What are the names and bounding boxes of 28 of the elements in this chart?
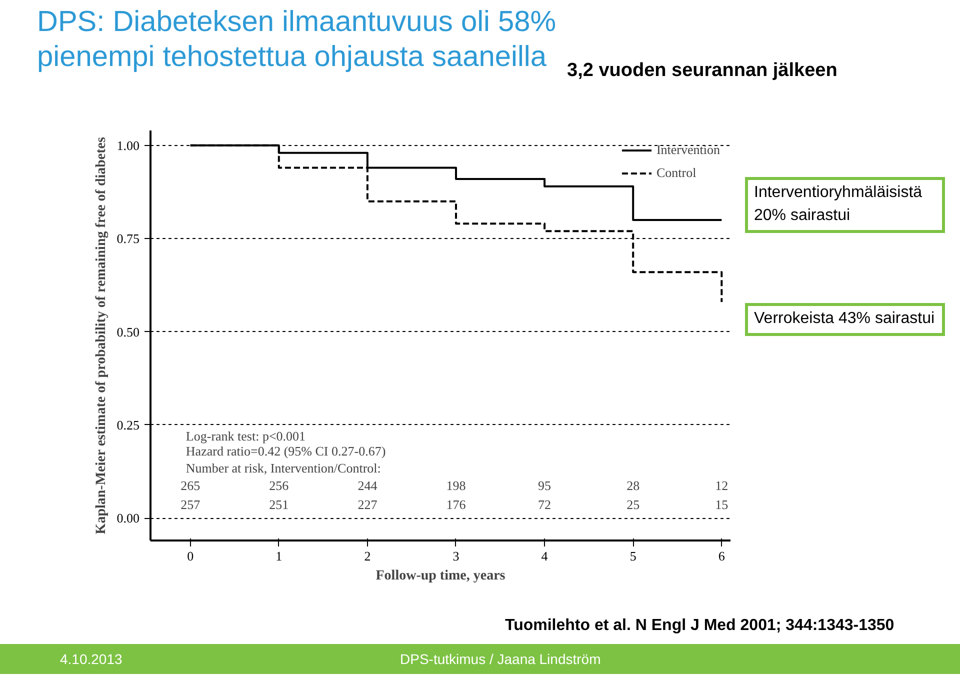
x-tick-label: 0 (187, 548, 194, 564)
text: 265 256 244 198 95 28 12 (180, 478, 728, 494)
x-tick-label: 3 (452, 548, 460, 564)
y-tick-label: 0.50 (116, 324, 140, 340)
annotation: Log-rank test: p<0.001 (186, 428, 306, 444)
y-tick-label: 1.00 (116, 138, 140, 153)
text: Verrokeista 43% sairastui (754, 308, 935, 329)
y-tick-label: 0.25 (116, 417, 140, 432)
annotation: Number at risk, Intervention/Control: (186, 460, 381, 476)
text: Interventioryhmäläisistä 20% sairastui (754, 183, 924, 226)
x-axis-title: Follow-up time, years (376, 568, 506, 584)
y-axis-title: Kaplan-Meier estimate of probability of remaining free of diabetes (94, 136, 109, 534)
legend-label: Control (656, 165, 696, 181)
x-tick-label: 5 (630, 548, 636, 564)
text: DPS-tutkimus / Jaana Lindström (400, 650, 601, 669)
x-tick-label: 6 (718, 548, 726, 564)
x-tick-label: 4 (541, 548, 548, 564)
x-tick-label: 1 (276, 548, 282, 564)
chart-subtitle: 3,2 vuoden seurannan jälkeen (567, 59, 838, 83)
x-tick-label: 2 (364, 548, 371, 564)
text: 4.10.2013 (60, 650, 122, 669)
legend-label: Intervention (656, 142, 720, 158)
annotation: Hazard ratio=0.42 (95% CI 0.27-0.67) (186, 444, 386, 458)
y-tick-label: 0.00 (116, 510, 140, 526)
text: 257 251 227 176 72 25 15 (180, 496, 728, 512)
chart-title: DPS: Diabeteksen ilmaantuvuus oli 58% pienempi tehostettua ohjausta saaneilla (37, 5, 557, 75)
y-tick-label: 0.75 (116, 231, 140, 246)
text: Tuomilehto et al. N Engl J Med 2001; 344:1343-1350 (505, 616, 894, 636)
